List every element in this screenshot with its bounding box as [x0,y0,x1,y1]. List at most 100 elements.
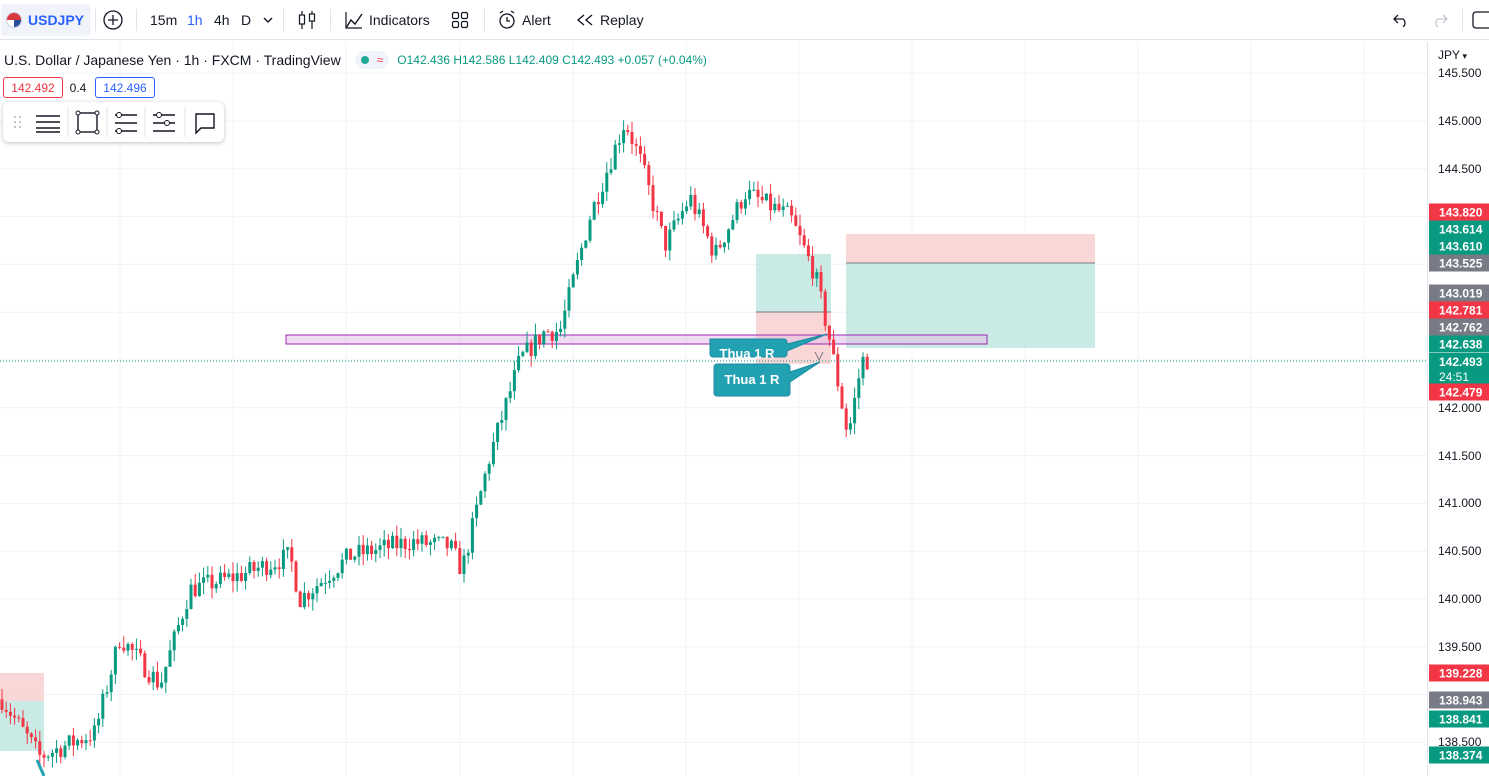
buy-price-box[interactable]: 142.496 [95,77,155,98]
candle [143,650,147,679]
symbol-search-button[interactable]: USDJPY [1,4,91,36]
price-label[interactable]: 142.479 [1429,383,1489,401]
candle [395,525,399,557]
undo-button[interactable] [1393,0,1409,40]
support-rectangle[interactable] [285,334,988,345]
legend-title[interactable]: U.S. Dollar / Japanese Yen · 1h · FXCM ·… [4,52,341,68]
candle [697,202,701,218]
price-chart[interactable]: Thua 1 R Thua 1 R [0,42,1427,776]
interval-d[interactable]: D [241,12,252,28]
compare-add-button[interactable] [101,0,125,40]
candle [349,548,353,560]
candle [651,175,655,219]
fullscreen-button[interactable] [1472,0,1489,40]
candle [231,562,235,593]
callout-1[interactable]: Thua 1 R [709,333,828,361]
layouts-button[interactable] [451,0,469,40]
candle [412,531,416,557]
candle [139,640,143,657]
price-label[interactable]: 138.841 [1429,710,1489,728]
candle [122,636,126,654]
candle [420,532,424,552]
callout-tool-icon[interactable] [195,113,215,135]
candle [260,556,264,577]
candle [609,158,613,176]
price-label[interactable]: 142.638 [1429,335,1489,353]
candle [853,387,857,435]
candle [59,745,63,764]
short-position-stop-zone[interactable] [0,673,44,701]
rectangle-tool-icon[interactable] [75,110,100,135]
candle [84,734,88,751]
price-label[interactable]: 143.820 [1429,203,1489,221]
toolbar-divider [1462,9,1463,31]
candle [449,538,453,551]
candle [332,575,336,588]
price-label[interactable]: 138.943 [1429,691,1489,709]
candle [487,461,491,481]
candle [71,727,75,757]
candle [655,205,659,221]
indicators-button[interactable]: Indicators [344,0,430,40]
fullscreen-icon [1472,11,1489,29]
symbol-label: USDJPY [28,12,85,28]
candle [323,573,327,595]
alert-button[interactable]: Alert [497,0,551,40]
candle [722,242,726,253]
short-position-stop-zone[interactable] [846,234,1095,263]
price-label[interactable]: 138.374 [1429,746,1489,764]
currency-selector[interactable]: JPY ▾ [1438,48,1468,62]
candle [777,194,781,213]
long-position-tool-icon[interactable] [115,112,137,134]
price-label[interactable]: 142.762 [1429,318,1489,336]
price-label[interactable]: 143.525 [1429,254,1489,272]
market-status-badge[interactable]: ≈ [354,51,390,69]
candle [441,536,445,539]
line-style-icon[interactable] [36,115,60,133]
price-label[interactable]: 143.610 [1429,237,1489,255]
callout-2[interactable]: Thua 1 R [713,361,821,397]
candle [105,685,109,698]
candle [567,279,571,318]
interval-4h[interactable]: 4h [214,12,230,28]
replay-button[interactable]: Replay [576,0,644,40]
candle [25,721,29,745]
candlestick-series [0,120,869,768]
candle [319,578,323,587]
short-position-target-zone[interactable] [846,263,1095,348]
candle [416,529,420,551]
price-axis[interactable]: JPY ▾ 145.500 145.000 144.500 142.000 141.50… [1427,42,1489,776]
candle [584,239,588,249]
price-label[interactable]: 143.019 [1429,284,1489,302]
candle [176,617,180,635]
chart-type-button[interactable] [297,0,317,40]
candle [811,246,815,286]
drag-handle-icon[interactable] [14,116,21,128]
price-label[interactable]: 142.781 [1429,301,1489,319]
interval-dropdown[interactable] [262,0,274,40]
candle [193,574,197,598]
candle [206,566,210,583]
price-tick-label: 138.500 [1438,735,1482,750]
spread-value: 0.4 [69,80,87,95]
candle [374,543,378,563]
long-position-target-zone[interactable] [756,254,831,312]
candle [113,645,117,684]
candle [336,572,340,581]
short-position-tool-icon[interactable] [153,112,175,132]
candle [210,566,214,599]
candle [277,558,281,579]
price-label[interactable]: 143.614 [1429,220,1489,238]
interval-1h[interactable]: 1h [187,12,203,28]
candle [248,556,252,576]
sell-price-box[interactable]: 142.492 [3,77,63,98]
redo-button[interactable] [1432,0,1448,40]
price-label[interactable]: 142.493 24:51 [1429,353,1489,387]
price-tick-label: 139.500 [1438,639,1482,654]
price-label[interactable]: 139.228 [1429,664,1489,682]
candle [563,299,567,338]
candle [97,712,101,734]
interval-15m[interactable]: 15m [150,12,178,28]
candle [76,738,80,751]
candle [294,560,298,593]
